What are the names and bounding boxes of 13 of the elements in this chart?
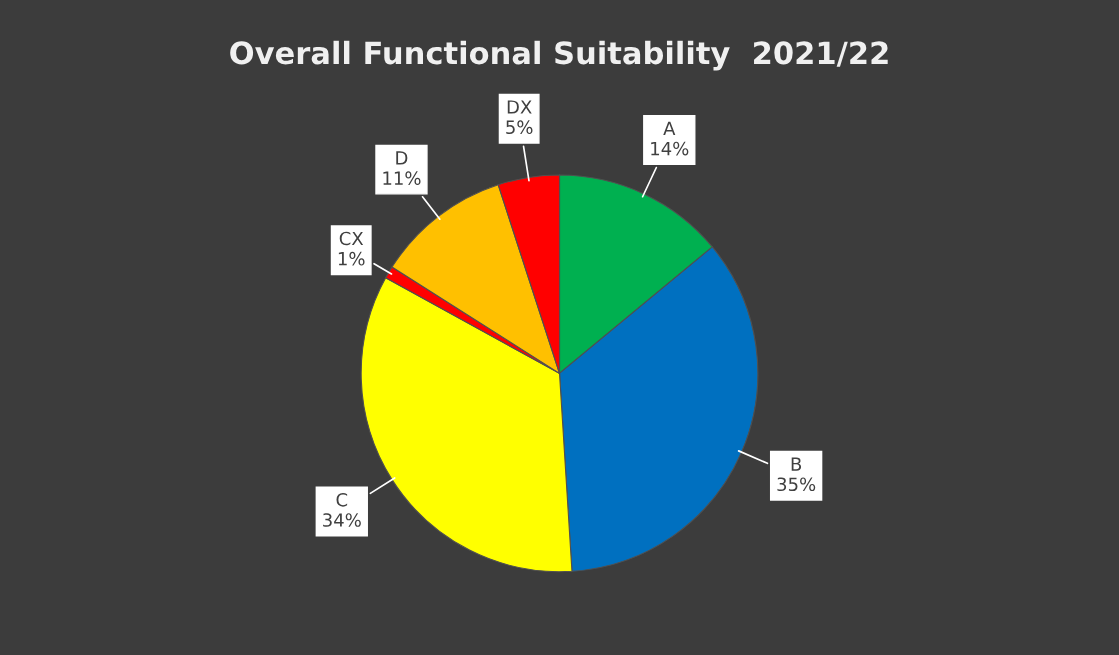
slice-label: C: [336, 492, 348, 507]
data-label: 34%: [323, 513, 361, 527]
chart-title: Overall Functional Suitability 2021/22: [230, 40, 888, 71]
slice-label: CX: [339, 231, 364, 246]
slice-label: B: [791, 457, 802, 471]
slice-label: D: [396, 151, 408, 165]
slice-label: A: [663, 121, 676, 135]
data-label: 1%: [338, 251, 365, 266]
data-label: 11%: [383, 171, 421, 185]
data-label: 5%: [506, 120, 533, 135]
data-label: 35%: [777, 477, 816, 492]
slice-label: DX: [507, 100, 532, 114]
data-label: 14%: [651, 141, 689, 156]
